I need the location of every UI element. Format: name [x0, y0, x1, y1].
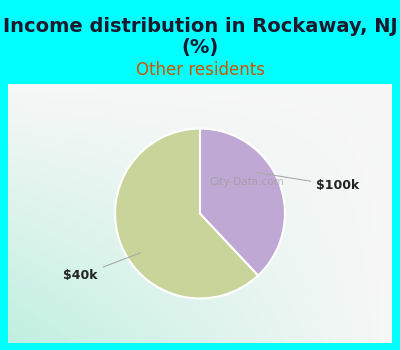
Text: Income distribution in Rockaway, NJ: Income distribution in Rockaway, NJ [3, 17, 397, 36]
Text: $100k: $100k [257, 173, 359, 192]
Text: Other residents: Other residents [136, 61, 264, 79]
Text: (%): (%) [181, 38, 219, 57]
Wedge shape [200, 128, 285, 275]
Wedge shape [115, 128, 258, 299]
Text: $40k: $40k [63, 253, 140, 282]
Text: ⓘ: ⓘ [214, 177, 220, 187]
Text: City-Data.com: City-Data.com [209, 177, 284, 187]
